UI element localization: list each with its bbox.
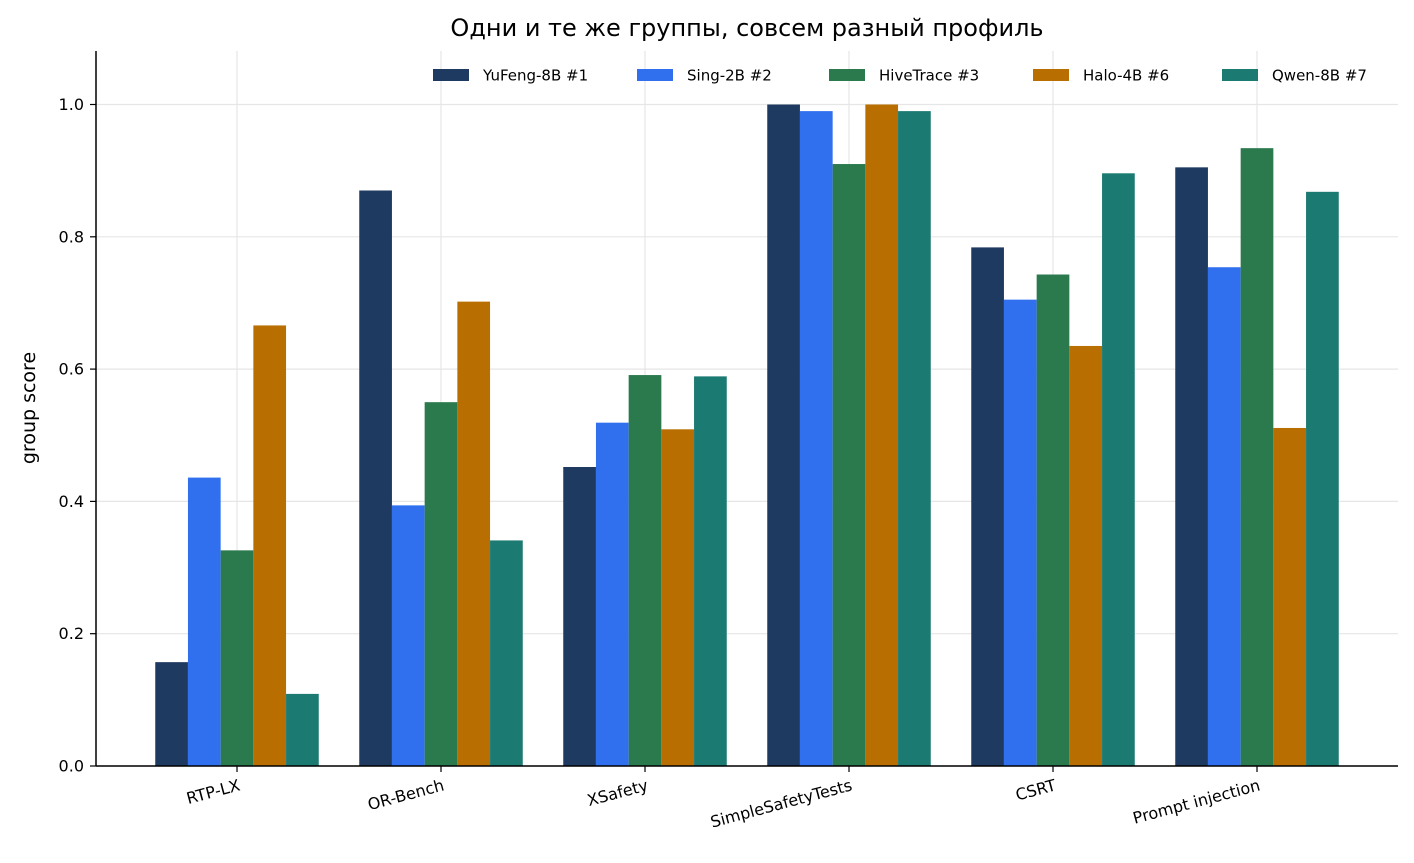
legend-item: Halo-4B #6: [1033, 67, 1169, 85]
y-tick-label: 0.6: [59, 360, 84, 379]
y-tick-label: 0.4: [59, 492, 84, 511]
bar: [1273, 427, 1307, 766]
bar: [971, 247, 1004, 766]
legend-label: Halo-4B #6: [1083, 67, 1169, 85]
bar: [661, 429, 695, 766]
y-tick-label: 0.2: [59, 624, 84, 643]
x-tick-label: SimpleSafetyTests: [708, 776, 854, 832]
x-tick-label: XSafety: [585, 776, 650, 810]
bar: [286, 693, 319, 766]
bar: [490, 540, 523, 766]
bar: [1207, 267, 1241, 766]
legend-swatch: [433, 69, 469, 81]
bar: [1102, 173, 1135, 766]
bars: [155, 104, 1339, 767]
legend: YuFeng-8B #1 Sing-2B #2 HiveTrace #3 Halo-4…: [433, 67, 1367, 85]
legend-swatch: [1222, 69, 1258, 81]
y-tick-label: 1.0: [59, 95, 84, 114]
y-axis-label: group score: [18, 352, 40, 464]
bar: [799, 111, 833, 767]
bar: [187, 477, 221, 766]
chart-title: Одни и те же группы, совсем разный профи…: [450, 14, 1043, 42]
legend-swatch: [829, 69, 865, 81]
legend-item: Qwen-8B #7: [1222, 67, 1367, 85]
legend-swatch: [1033, 69, 1069, 81]
legend-swatch: [637, 69, 673, 81]
x-tick-label: OR-Bench: [366, 776, 446, 815]
bar: [1003, 299, 1037, 766]
bar: [1175, 167, 1208, 766]
bar: [359, 190, 392, 766]
bar: [865, 104, 899, 766]
bar: [220, 550, 254, 766]
legend-label: HiveTrace #3: [879, 67, 979, 85]
legend-label: Sing-2B #2: [687, 67, 772, 85]
bar: [424, 402, 458, 766]
legend-item: YuFeng-8B #1: [433, 67, 588, 85]
bar: [253, 325, 287, 766]
bar: [898, 111, 931, 767]
bar: [1306, 191, 1339, 766]
axes: [95, 51, 1398, 767]
bar: [1240, 148, 1274, 766]
bar: [457, 301, 491, 766]
x-tick-label: CSRT: [1013, 775, 1058, 804]
y-tick-label: 0.8: [59, 227, 84, 246]
x-tick-label: Prompt injection: [1131, 776, 1262, 828]
bar: [628, 375, 662, 766]
legend-label: YuFeng-8B #1: [482, 67, 588, 85]
bar: [563, 467, 596, 766]
bar: [832, 164, 866, 766]
bar: [1036, 274, 1070, 766]
bar: [767, 104, 800, 766]
bar: [155, 662, 188, 766]
legend-label: Qwen-8B #7: [1272, 67, 1367, 85]
legend-item: HiveTrace #3: [829, 67, 979, 85]
x-tick-label: RTP-LX: [184, 776, 242, 809]
bar: [694, 376, 727, 766]
legend-item: Sing-2B #2: [637, 67, 772, 85]
bar: [1069, 345, 1103, 766]
bar: [391, 505, 425, 766]
bar: [595, 422, 629, 766]
y-tick-label: 0.0: [59, 757, 84, 776]
